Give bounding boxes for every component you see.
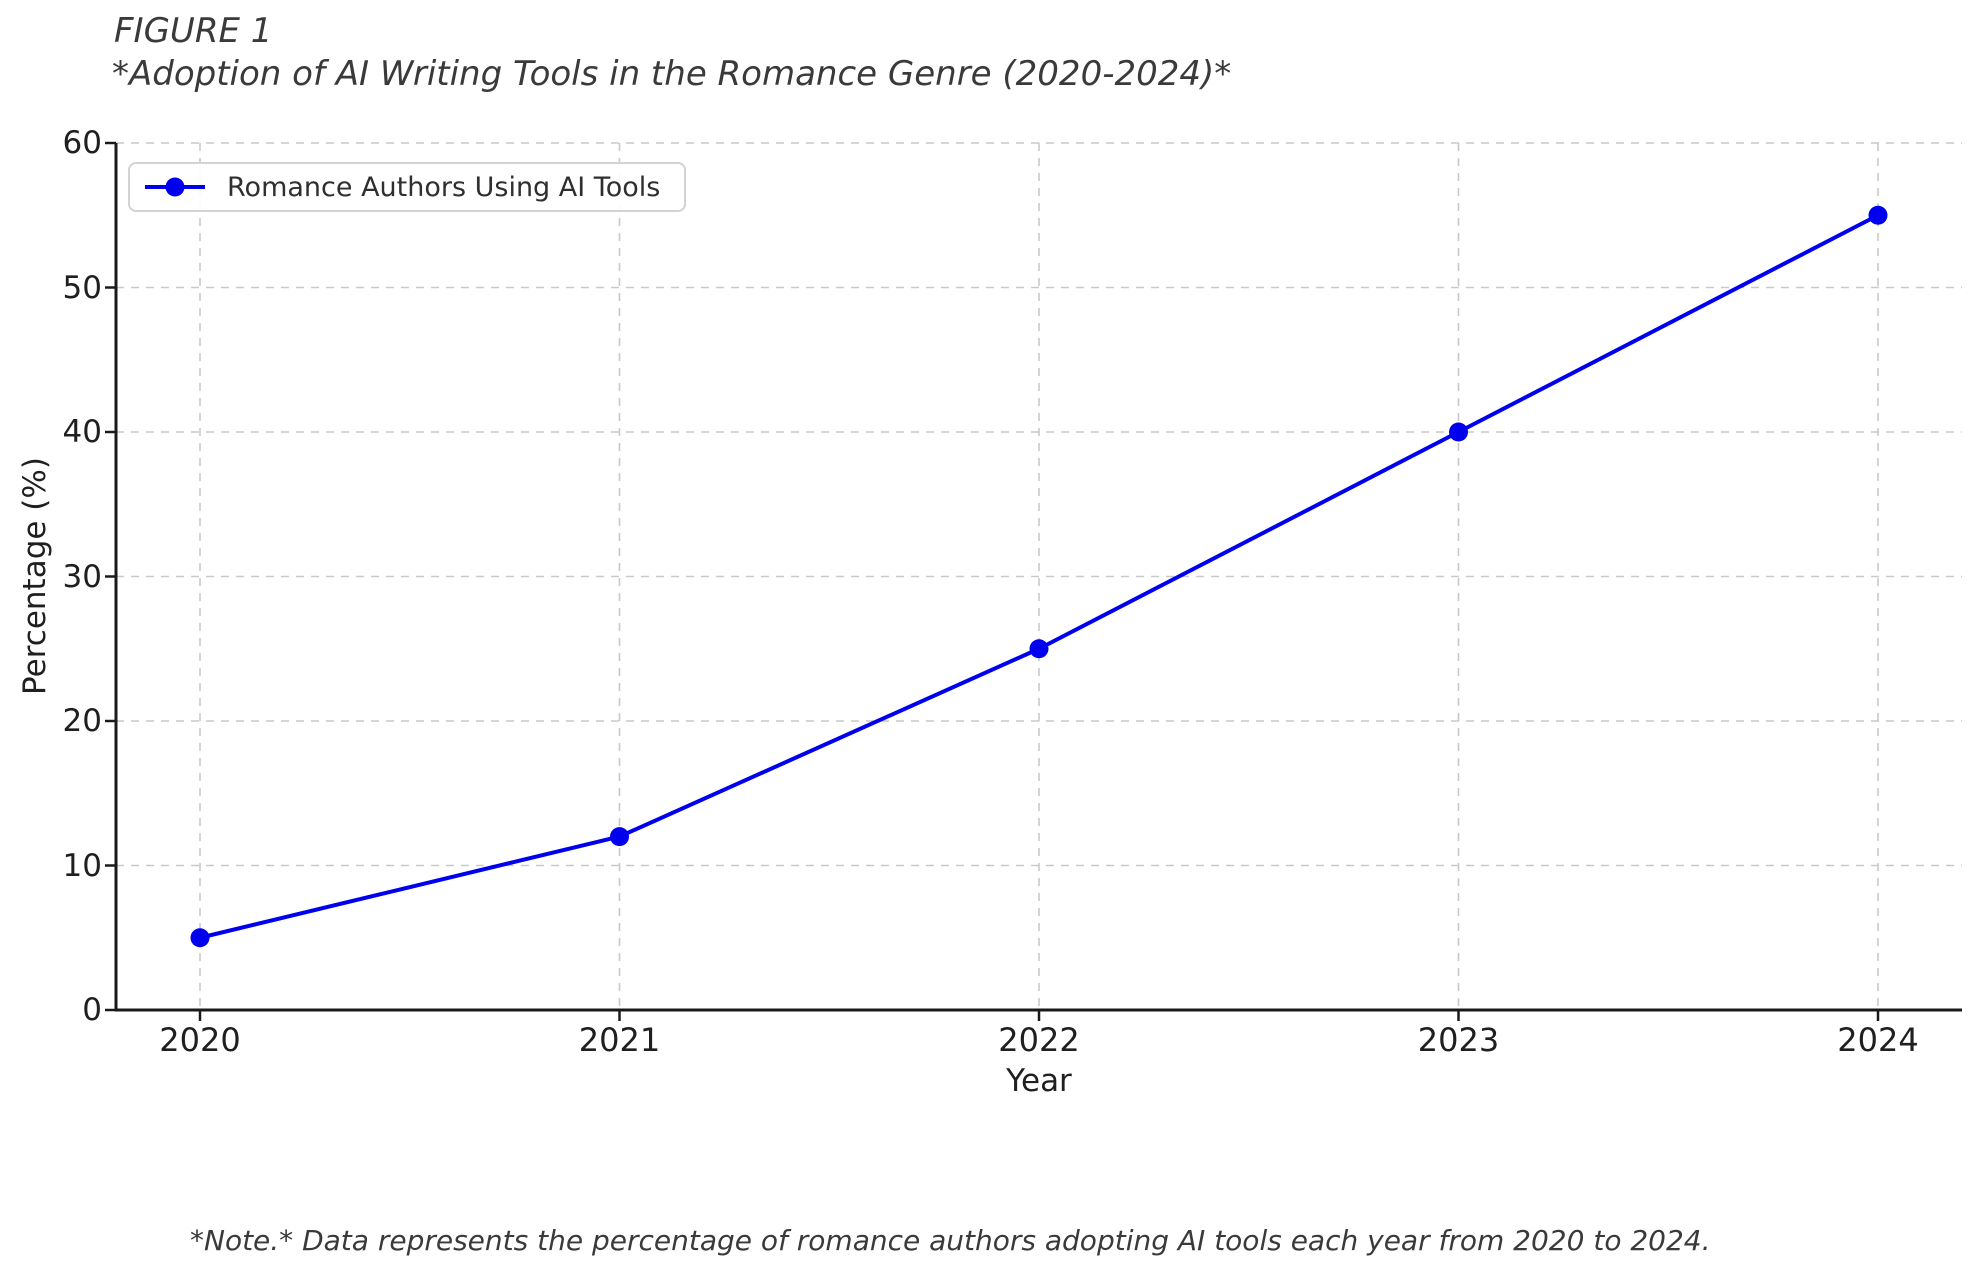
figure-note: *Note.* Data represents the percentage o… <box>190 1224 1711 1257</box>
data-point <box>1868 205 1888 225</box>
x-axis-title: Year <box>1006 1063 1072 1099</box>
legend-label: Romance Authors Using AI Tools <box>227 171 661 203</box>
data-point <box>610 827 629 847</box>
x-tick-label: 2022 <box>998 1021 1080 1059</box>
data-point <box>190 928 210 948</box>
y-tick-label: 20 <box>62 703 102 739</box>
legend: Romance Authors Using AI Tools <box>128 162 687 212</box>
y-tick-label: 10 <box>62 847 102 884</box>
x-tick-label: 2023 <box>1417 1021 1500 1059</box>
legend-line-marker-icon <box>145 177 205 197</box>
y-tick-label: 0 <box>82 992 102 1028</box>
x-tick-label: 2020 <box>159 1021 241 1059</box>
figure-label: FIGURE 1 <box>114 11 273 51</box>
data-point <box>1449 422 1468 442</box>
data-point <box>1029 639 1049 659</box>
y-tick-label: 50 <box>62 269 102 306</box>
figure-title: *Adoption of AI Writing Tools in the Rom… <box>112 54 1232 94</box>
y-tick-label: 30 <box>62 558 102 595</box>
x-tick-label: 2024 <box>1837 1021 1919 1059</box>
x-tick-label: 2021 <box>578 1021 661 1059</box>
y-tick-label: 60 <box>62 125 102 161</box>
legend-marker-sample <box>165 177 185 197</box>
y-tick-label: 40 <box>62 414 102 450</box>
y-axis-title: Percentage (%) <box>17 457 53 695</box>
